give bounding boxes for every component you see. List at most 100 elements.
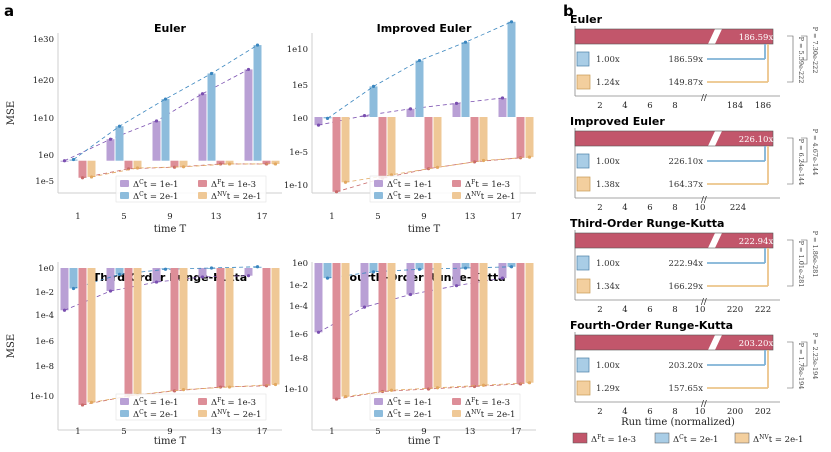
data-point-orange — [227, 162, 232, 166]
p-value: P = 1.01e-281 — [797, 241, 805, 288]
chart-title: Euler — [570, 13, 603, 26]
bar-value-label: 1.00x — [596, 259, 620, 269]
data-point-orange — [273, 382, 278, 387]
bar-orange — [433, 117, 442, 168]
y-axis-label: MSE — [6, 101, 17, 125]
y-tick-label: 1e-10 — [30, 392, 54, 402]
x-tick-label: 4 — [622, 101, 627, 111]
bar-blue — [207, 73, 216, 161]
x-axis-label: time T — [408, 224, 441, 235]
data-point-purple — [108, 137, 113, 141]
bar-red — [715, 335, 773, 350]
significance-bracket — [787, 35, 794, 83]
bar-purple — [152, 268, 161, 283]
data-point-orange — [89, 400, 94, 404]
data-point-blue — [509, 20, 514, 24]
x-tick-label: 5 — [375, 212, 380, 222]
bar-red — [124, 268, 133, 396]
data-point-purple — [454, 284, 459, 288]
data-point-red — [172, 389, 177, 393]
legend-box — [369, 393, 521, 421]
p-value: P = 6.24e-144 — [797, 139, 805, 186]
x-tick-label: 10 — [695, 305, 706, 315]
data-point-orange — [343, 180, 348, 184]
bar-orange — [525, 117, 534, 158]
bar-blue — [507, 263, 516, 267]
x-tick-label: 10 — [695, 203, 706, 213]
line-value-label: 149.87x — [668, 78, 703, 88]
legend-entry: ΔCt = 2e-1 — [387, 409, 432, 420]
x-tick-label: 224 — [730, 203, 746, 213]
data-point-orange — [89, 175, 94, 179]
y-tick-label: 1e0 — [292, 114, 308, 124]
bar-purple — [498, 263, 507, 279]
data-point-purple — [454, 101, 459, 105]
x-tick-label: 9 — [421, 427, 426, 437]
x-tick-label: 17 — [511, 212, 522, 222]
bar-orange — [87, 268, 96, 403]
data-point-purple — [362, 114, 367, 118]
bar-blue — [115, 268, 124, 275]
x-tick-label: 13 — [211, 427, 222, 437]
bar-purple — [452, 263, 461, 286]
x-axis-label: time T — [154, 436, 187, 447]
y-tick-label: 1e20 — [33, 76, 54, 86]
chart-title: Improved Euler — [377, 22, 472, 35]
data-point-purple — [154, 119, 159, 123]
x-tick-label: 13 — [465, 212, 476, 222]
bar-orange — [271, 160, 280, 164]
bar-red — [516, 117, 525, 158]
significance-bracket — [787, 239, 794, 287]
y-tick-label: 1e10 — [33, 114, 54, 124]
legend-entry: ΔCt = 2e-1 — [133, 191, 178, 202]
data-point-orange — [481, 158, 486, 163]
bar-purple — [106, 268, 115, 292]
bar-value-label: 222.94x — [739, 237, 774, 247]
y-tick-label: 1e-5 — [289, 148, 308, 158]
legend-entry: ΔCt = 1e-1 — [133, 397, 178, 408]
data-point-purple — [200, 92, 205, 96]
legend-entry: ΔFt = 1e-3 — [211, 397, 256, 408]
y-tick-label: 1e0 — [38, 151, 54, 161]
data-point-purple — [62, 308, 67, 312]
bar-red — [470, 117, 479, 162]
data-point-purple — [108, 289, 113, 293]
legend-swatch-blue — [374, 410, 383, 417]
legend-entry: ΔCt = 1e-1 — [133, 179, 178, 190]
bar-purple — [244, 268, 253, 276]
data-point-purple — [408, 107, 413, 111]
bar-red — [78, 160, 87, 178]
bar-blue — [507, 21, 516, 117]
bar-orange — [576, 176, 591, 192]
y-tick-label: 1e-4 — [35, 311, 54, 321]
legend-swatch — [572, 432, 588, 444]
legend-swatch — [734, 432, 750, 444]
x-tick-label: 186 — [755, 101, 771, 111]
chart-title: Euler — [154, 22, 187, 35]
x-tick-label: 2 — [597, 305, 602, 315]
bar-red — [575, 335, 715, 350]
bar-blue — [461, 263, 470, 269]
axis-break-mark: // — [701, 399, 707, 409]
x-tick-label: 9 — [167, 427, 172, 437]
data-point-blue — [509, 265, 514, 269]
legend-entry: ΔNVt = 2e-1 — [753, 434, 803, 445]
bar-outline — [574, 232, 774, 249]
bar-red — [262, 268, 271, 386]
bar-blue — [415, 263, 424, 270]
significance-bracket — [801, 341, 808, 367]
axis-break-mark: // — [701, 93, 707, 103]
bar-red — [216, 268, 225, 388]
data-point-orange — [181, 165, 186, 169]
legend-swatch — [654, 432, 670, 444]
bar-red — [262, 160, 271, 164]
x-tick-label: 8 — [672, 101, 677, 111]
bar-purple — [314, 263, 323, 333]
data-point-blue — [117, 124, 122, 128]
bar-purple — [198, 93, 207, 161]
bar-blue — [161, 99, 170, 161]
data-point-red — [334, 397, 339, 401]
y-tick-label: 1e-10 — [284, 385, 308, 395]
